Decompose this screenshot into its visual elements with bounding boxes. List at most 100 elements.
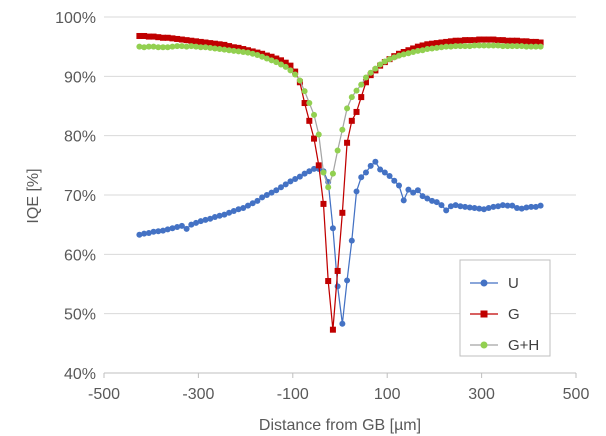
data-point (405, 50, 412, 57)
data-point (400, 51, 407, 58)
data-point (528, 43, 535, 50)
data-point (282, 63, 289, 70)
data-point (301, 100, 308, 107)
data-point (188, 37, 195, 44)
data-point (504, 37, 511, 44)
legend-label: U (508, 275, 519, 292)
data-point (443, 38, 450, 45)
data-point (301, 88, 308, 95)
data-point (268, 189, 275, 196)
data-point (466, 37, 473, 44)
data-point (447, 43, 454, 50)
y-tick-label: 70% (64, 188, 96, 205)
data-point (169, 35, 176, 42)
data-point (339, 209, 346, 216)
data-point (362, 169, 369, 176)
data-point (197, 44, 204, 51)
data-point (518, 205, 525, 212)
data-point (311, 111, 318, 118)
data-point (221, 41, 228, 48)
data-point (141, 44, 148, 51)
data-point (452, 202, 459, 209)
data-point (523, 204, 530, 211)
data-point (207, 44, 214, 51)
data-point (480, 42, 487, 49)
data-point (278, 57, 284, 64)
data-point (414, 187, 421, 194)
data-point (443, 207, 450, 214)
data-point (292, 71, 299, 78)
series-2 (136, 42, 544, 191)
data-point (348, 117, 355, 124)
data-point (429, 197, 436, 204)
data-point (386, 56, 393, 63)
data-point (202, 44, 209, 51)
data-point (457, 37, 464, 44)
data-point (211, 213, 218, 220)
data-point (419, 193, 426, 200)
data-point (452, 37, 459, 44)
data-point (362, 79, 369, 86)
data-point (447, 38, 454, 45)
data-point (155, 34, 162, 41)
data-point (216, 46, 223, 53)
data-point (278, 184, 284, 191)
y-tick-label: 40% (64, 366, 96, 383)
data-point (230, 44, 237, 51)
data-point (514, 43, 520, 50)
data-point (197, 218, 204, 225)
data-point (499, 43, 506, 50)
data-point (160, 227, 166, 234)
data-point (443, 43, 450, 50)
data-point (178, 222, 185, 229)
data-point (480, 36, 487, 43)
data-point (145, 43, 152, 50)
data-point (396, 52, 402, 59)
data-point (235, 206, 242, 213)
data-point (244, 49, 251, 56)
data-point (381, 169, 388, 176)
data-point (136, 43, 143, 50)
data-point (485, 36, 492, 43)
data-point (391, 177, 398, 184)
data-point (193, 38, 200, 45)
data-point (358, 81, 365, 88)
data-point (386, 173, 393, 180)
legend-entry: U (470, 275, 519, 292)
legend: UG G+H (459, 259, 551, 357)
data-point (348, 237, 355, 244)
data-point (178, 43, 185, 50)
data-point (495, 203, 502, 210)
data-point (211, 45, 218, 52)
data-point (160, 34, 166, 41)
data-point (188, 221, 195, 228)
data-point (504, 43, 511, 50)
data-point (537, 39, 544, 46)
data-point (164, 44, 171, 51)
data-point (145, 33, 152, 40)
data-point (424, 195, 431, 202)
legend-entry: G (470, 306, 520, 323)
data-point (514, 37, 520, 44)
data-point (164, 226, 171, 233)
data-point (372, 158, 379, 165)
data-point (202, 216, 209, 223)
data-point (438, 39, 445, 46)
data-point (367, 162, 374, 169)
data-point (268, 53, 275, 60)
data-point (334, 267, 341, 274)
data-point (499, 202, 506, 209)
data-point (344, 105, 351, 112)
data-point (495, 37, 502, 44)
data-point (141, 32, 148, 39)
x-tick-label: 500 (563, 386, 590, 403)
x-tick-label: -100 (277, 386, 309, 403)
data-point (301, 170, 308, 177)
data-point (485, 205, 492, 212)
data-point (263, 55, 270, 62)
data-point (414, 43, 421, 50)
data-point (211, 40, 218, 47)
data-point (471, 37, 478, 44)
data-point (141, 230, 148, 237)
